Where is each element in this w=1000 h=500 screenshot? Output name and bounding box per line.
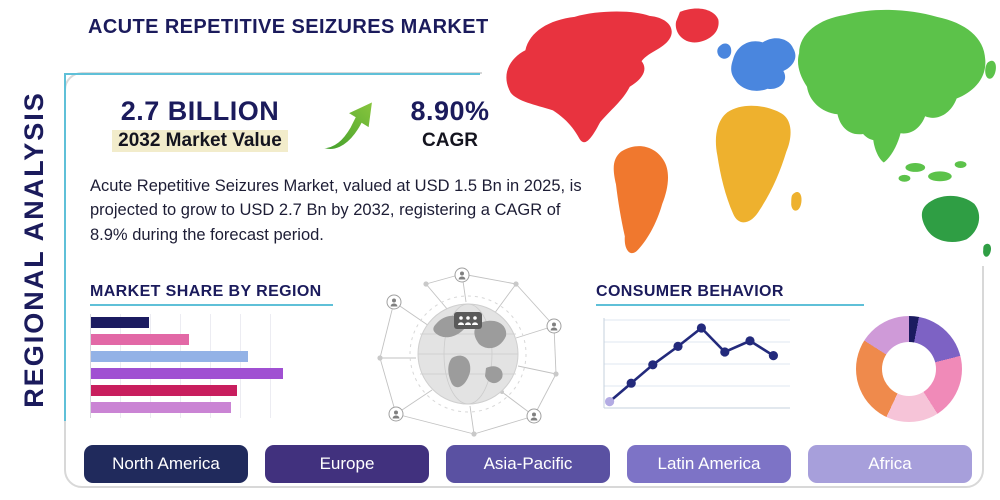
island-region: [898, 174, 911, 182]
bar-segment: [91, 385, 237, 396]
cagr-number: 8.90%: [410, 96, 490, 126]
new-zealand-region: [983, 243, 992, 257]
line-chart-series: [605, 323, 778, 407]
left-accent-line: [64, 73, 66, 421]
japan-region: [985, 60, 996, 79]
uk-region: [717, 43, 732, 59]
north-america-region: [506, 11, 672, 143]
page-title: ACUTE REPETITIVE SEIZURES MARKET: [88, 16, 489, 38]
consumer-behavior-heading: CONSUMER BEHAVIOR: [596, 283, 784, 300]
africa-region: [715, 105, 791, 223]
market-value-stat: 2.7 BILLION 2032 Market Value: [84, 96, 316, 152]
south-america-region: [613, 146, 669, 254]
top-accent-line: [66, 73, 480, 75]
market-share-heading: MARKET SHARE BY REGION: [90, 283, 322, 300]
consumer-behavior-underline: [596, 304, 864, 306]
market-share-underline: [90, 304, 333, 306]
bar-segment: [91, 334, 189, 345]
growth-arrow-icon: [318, 99, 375, 151]
asia-region: [797, 9, 986, 141]
line-chart-grid: [604, 319, 790, 387]
region-button-europe[interactable]: Europe: [265, 445, 429, 483]
bar-segment: [91, 368, 283, 379]
bar-segment: [91, 402, 231, 413]
region-button-row: North America Europe Asia-Pacific Latin …: [84, 445, 972, 483]
cagr-stat: 8.90% CAGR: [390, 96, 510, 152]
region-button-asia-pacific[interactable]: Asia-Pacific: [446, 445, 610, 483]
market-value-number: 2.7 BILLION: [120, 96, 280, 126]
side-label-wrap: REGIONAL ANALYSIS: [4, 72, 64, 426]
regional-analysis-label: REGIONAL ANALYSIS: [18, 90, 49, 408]
region-button-latin-america[interactable]: Latin America: [627, 445, 791, 483]
donut-hole: [882, 342, 936, 396]
india-region: [872, 116, 902, 163]
market-share-bar-chart: [90, 314, 295, 418]
people-hub-icon: [454, 312, 482, 329]
cagr-label: CAGR: [422, 130, 478, 151]
market-value-label: 2032 Market Value: [112, 130, 288, 152]
world-map: [506, 8, 996, 257]
island-region: [954, 161, 967, 168]
user-node-icons: [386, 267, 562, 424]
donut-chart: [856, 316, 962, 422]
madagascar-region: [791, 192, 802, 211]
region-button-north-america[interactable]: North America: [84, 445, 248, 483]
consumer-behavior-line-chart: [603, 318, 790, 409]
australia-region: [921, 195, 980, 242]
europe-region: [731, 38, 796, 91]
market-summary-text: Acute Repetitive Seizures Market, valued…: [90, 177, 582, 244]
globe-network-graphic: [377, 267, 562, 437]
island-region: [928, 171, 952, 182]
orbit-ring: [409, 295, 527, 413]
bar-segment: [91, 317, 149, 328]
island-region: [905, 163, 926, 172]
region-button-africa[interactable]: Africa: [808, 445, 972, 483]
bar-segment: [91, 351, 248, 362]
network-lines: [379, 273, 557, 435]
greenland-region: [675, 8, 719, 43]
line-chart-axes: [603, 318, 790, 409]
